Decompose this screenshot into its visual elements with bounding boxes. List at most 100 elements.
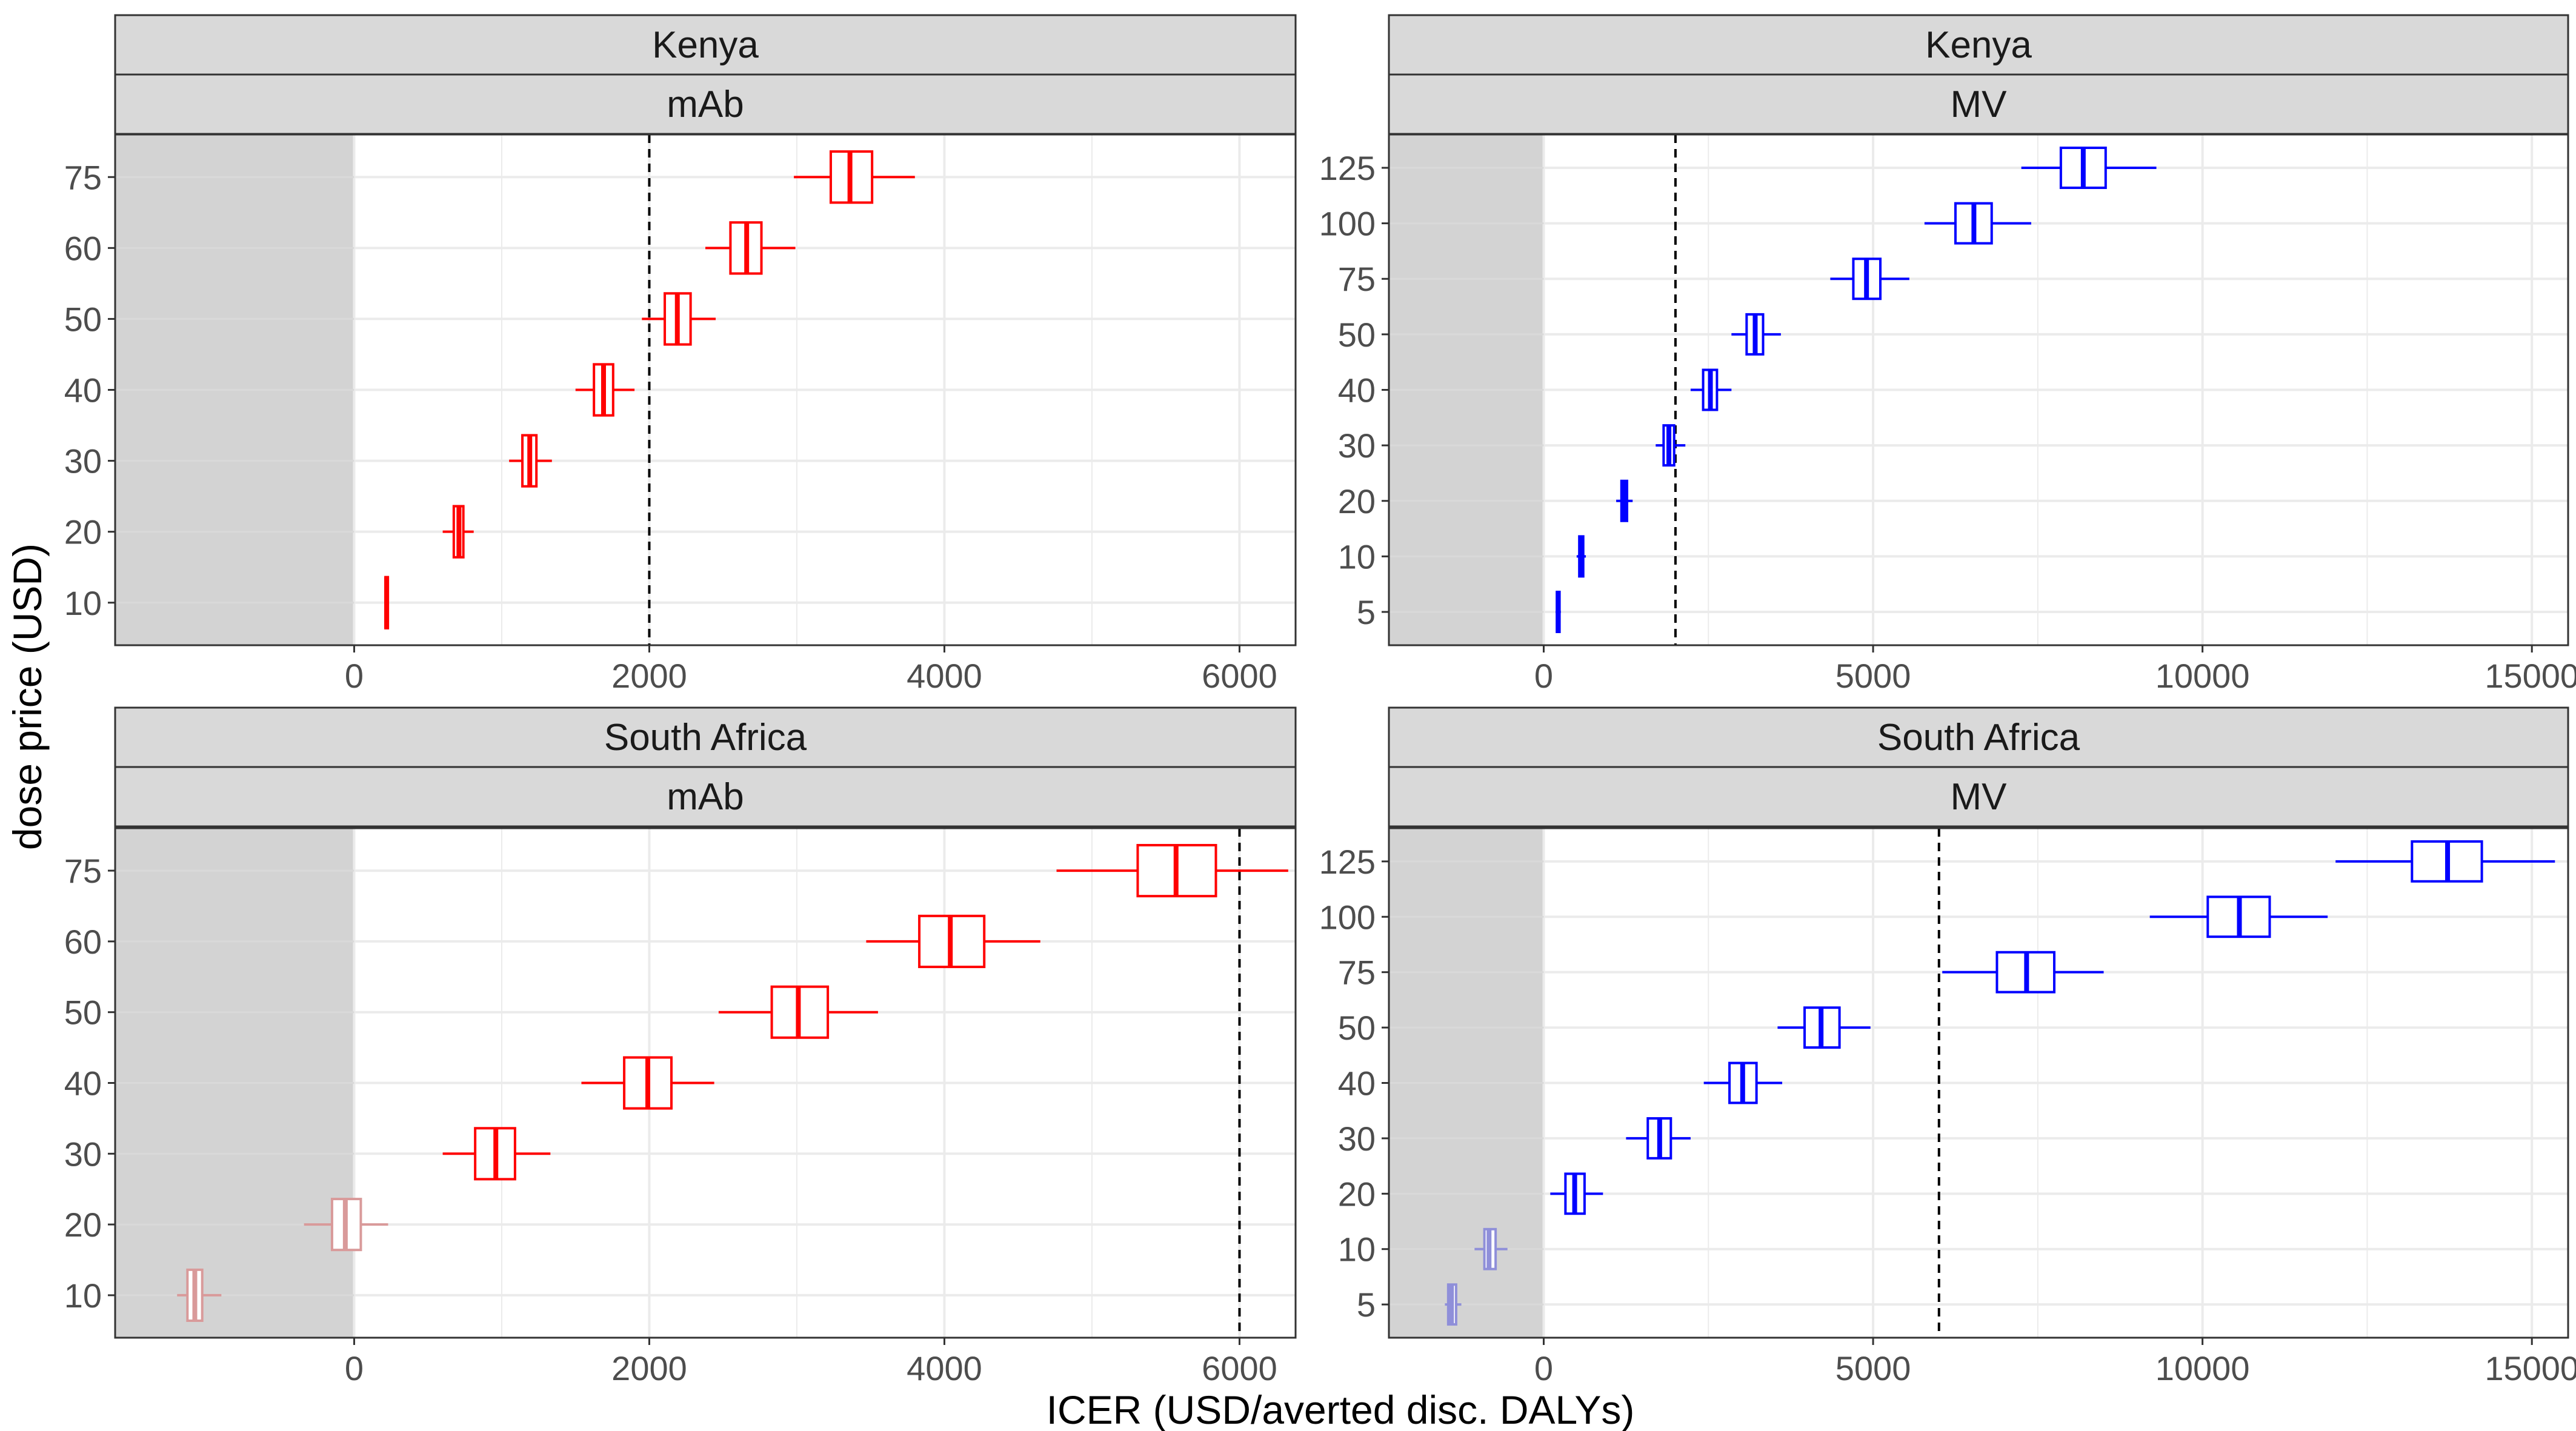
x-tick-label: 4000	[907, 1349, 982, 1387]
facet-label-product: mAb	[667, 84, 744, 125]
y-tick-label: 5	[1357, 593, 1376, 631]
boxplot-price-50	[1777, 1006, 1871, 1049]
y-tick-label: 50	[1338, 1009, 1376, 1047]
boxplot-price-20	[1550, 1172, 1603, 1215]
y-tick-label: 40	[64, 1064, 102, 1103]
boxplot-price-60	[705, 221, 796, 275]
y-tick-label: 10	[1338, 537, 1376, 576]
y-tick-label: 30	[1338, 1120, 1376, 1158]
facet-label-country: Kenya	[1925, 24, 2032, 66]
facet-strip-country	[1388, 14, 2569, 76]
x-tick-label: 2000	[611, 1349, 687, 1387]
boxplot-price-40	[581, 1056, 714, 1110]
y-tick-label: 100	[1319, 898, 1376, 936]
panel-south-africa-mab: South Africa mAb 10 20 30 40 50 60 75 0 2000 4000 60…	[64, 706, 1297, 1387]
y-tick-label: 40	[64, 371, 102, 410]
facet-label-country: South Africa	[1877, 717, 2080, 759]
facet-strip-country	[1388, 706, 2569, 768]
facet-strip-product	[114, 73, 1297, 135]
x-tick-label: 10000	[2155, 1349, 2250, 1387]
boxplot-price-10	[1576, 535, 1586, 578]
y-tick-label: 75	[64, 158, 102, 196]
x-tick-label: 0	[345, 1349, 364, 1387]
boxplot-price-40	[1703, 1061, 1783, 1104]
x-tick-label: 15000	[2484, 657, 2576, 695]
x-tick-label: 4000	[907, 657, 982, 695]
boxplot-price-125	[2021, 146, 2157, 189]
boxplot-price-60	[866, 914, 1040, 968]
y-tick-label: 40	[1338, 1064, 1376, 1103]
y-tick-label: 125	[1319, 149, 1376, 187]
y-axis-title: dose price (USD)	[5, 543, 50, 850]
y-tick-label: 100	[1319, 205, 1376, 243]
y-tick-label: 75	[64, 852, 102, 890]
y-tick-label: 50	[1338, 316, 1376, 354]
y-tick-label: 20	[1338, 1175, 1376, 1213]
y-tick-label: 20	[1338, 482, 1376, 520]
facet-strip-product	[1388, 73, 2569, 135]
facet-label-country: South Africa	[604, 717, 807, 759]
y-tick-label: 5	[1357, 1286, 1376, 1324]
boxplot-price-30	[442, 1127, 551, 1181]
panel-kenya-mv: Kenya MV 5 10 20 30 40 50 75 100 125 0 5000 10000 1500…	[1319, 14, 2576, 695]
boxplot-price-30	[1656, 424, 1686, 467]
y-tick-label: 20	[64, 1206, 102, 1244]
boxplot-price-50	[718, 985, 878, 1039]
facet-label-product: mAb	[667, 776, 744, 818]
boxplot-price-10	[177, 1268, 222, 1322]
y-tick-label: 10	[1338, 1230, 1376, 1269]
facet-strip-product	[1388, 766, 2569, 828]
y-tick-label: 75	[1338, 954, 1376, 992]
y-tick-label: 10	[64, 584, 102, 622]
x-tick-label: 0	[345, 657, 364, 695]
boxplot-price-50	[642, 292, 716, 346]
y-tick-label: 20	[64, 513, 102, 551]
boxplot-price-75	[1942, 951, 2104, 994]
boxplot-price-5	[1556, 591, 1561, 634]
boxplot-price-50	[1731, 313, 1781, 356]
y-tick-label: 30	[1338, 427, 1376, 465]
x-tick-label: 5000	[1835, 1349, 1911, 1387]
boxplot-price-40	[575, 363, 635, 417]
facet-label-product: MV	[1951, 84, 2008, 125]
boxplot-price-75	[1830, 257, 1909, 300]
x-tick-label: 6000	[1202, 657, 1277, 695]
boxplot-price-5	[1445, 1283, 1462, 1326]
boxplot-price-30	[509, 434, 552, 488]
facet-label-product: MV	[1951, 776, 2008, 818]
panel-kenya-mab: Kenya mAb 10 20 30 40 50 60 75 0 2000 4000 6000	[64, 14, 1297, 695]
facet-strip-country	[114, 706, 1297, 768]
boxplot-price-40	[1690, 368, 1732, 411]
boxplot-price-30	[1626, 1117, 1691, 1160]
boxplot-price-75	[1056, 844, 1288, 898]
boxplot-price-125	[2335, 840, 2555, 883]
facet-strip-country	[114, 14, 1297, 76]
boxplot-price-20	[442, 505, 474, 559]
x-tick-label: 6000	[1202, 1349, 1277, 1387]
boxplot-price-10	[1474, 1227, 1508, 1270]
x-axis-title: ICER (USD/averted disc. DALYs)	[1047, 1387, 1635, 1431]
y-tick-label: 40	[1338, 371, 1376, 410]
boxplot-price-10	[384, 576, 390, 629]
boxplot-price-20	[304, 1198, 388, 1252]
x-tick-label: 0	[1534, 657, 1553, 695]
x-tick-label: 0	[1534, 1349, 1553, 1387]
y-tick-label: 30	[64, 1135, 102, 1173]
x-tick-label: 10000	[2155, 657, 2250, 695]
x-tick-label: 15000	[2484, 1349, 2576, 1387]
facet-label-country: Kenya	[652, 24, 759, 66]
x-tick-label: 2000	[611, 657, 687, 695]
y-tick-label: 50	[64, 994, 102, 1032]
y-tick-label: 60	[64, 923, 102, 961]
y-tick-label: 30	[64, 442, 102, 480]
y-tick-label: 75	[1338, 260, 1376, 298]
y-tick-label: 50	[64, 300, 102, 338]
facet-strip-product	[114, 766, 1297, 828]
panel-south-africa-mv: South Africa MV 5 10 20 30 40 50 75 100 125 0 5000 10…	[1319, 706, 2576, 1387]
boxplot-price-100	[1924, 202, 2031, 245]
x-tick-label: 5000	[1835, 657, 1911, 695]
boxplot-price-75	[794, 150, 915, 204]
y-tick-label: 60	[64, 229, 102, 267]
boxplot-price-100	[2149, 895, 2328, 938]
